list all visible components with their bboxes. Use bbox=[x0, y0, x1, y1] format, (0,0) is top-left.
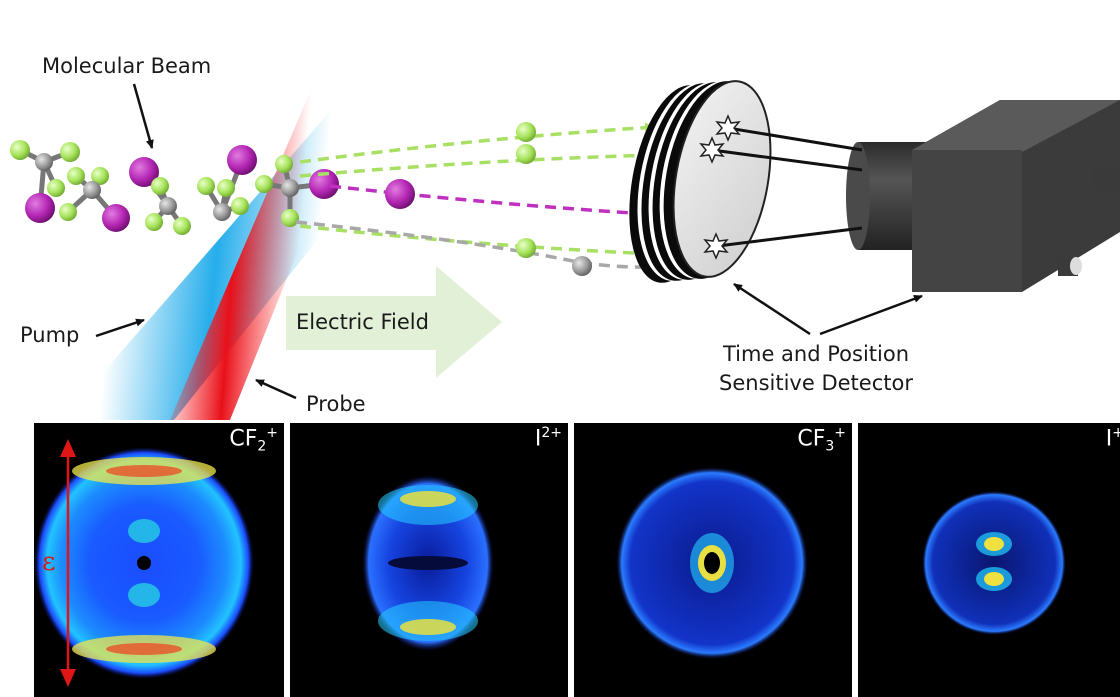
polarization-symbol: ε bbox=[42, 547, 56, 577]
ion-label-i2: I2+ bbox=[534, 425, 562, 452]
fragment-fluorine bbox=[516, 122, 536, 142]
pointer-arrows bbox=[95, 83, 923, 400]
probe-label: Probe bbox=[306, 392, 366, 416]
electric-field-label: Electric Field bbox=[296, 310, 429, 334]
fragment-iodine bbox=[385, 179, 415, 209]
detector-plates bbox=[629, 80, 772, 283]
detector-label-line2: Sensitive Detector bbox=[719, 371, 913, 396]
vmi-panel-cf2: ε CF2+ bbox=[34, 423, 284, 697]
detector-label: Time and Position Sensitive Detector bbox=[700, 342, 932, 396]
detector-hit-stars bbox=[699, 114, 741, 260]
signal-wires bbox=[711, 126, 863, 248]
ion-label-cf3: CF3+ bbox=[797, 425, 846, 455]
detector-label-line1: Time and Position bbox=[722, 342, 910, 366]
detector-housing bbox=[846, 100, 1120, 292]
electric-field-arrow bbox=[286, 266, 502, 378]
vmi-panel-cf3: CF3+ bbox=[574, 423, 852, 697]
ion-label-cf2: CF2+ bbox=[229, 425, 278, 455]
molecular-beam-molecules bbox=[10, 140, 339, 235]
fragment-trajectories bbox=[295, 122, 656, 273]
vmi-panel-i: I+ bbox=[858, 423, 1120, 697]
pump-label: Pump bbox=[20, 323, 80, 347]
fragment-fluorine bbox=[516, 144, 536, 164]
molecular-beam-label: Molecular Beam bbox=[42, 54, 212, 78]
vmi-panel-i2: I2+ bbox=[290, 423, 568, 697]
ion-label-i: I+ bbox=[1105, 425, 1120, 452]
fragment-fluorine bbox=[516, 238, 536, 258]
fragment-carbon bbox=[572, 256, 592, 276]
